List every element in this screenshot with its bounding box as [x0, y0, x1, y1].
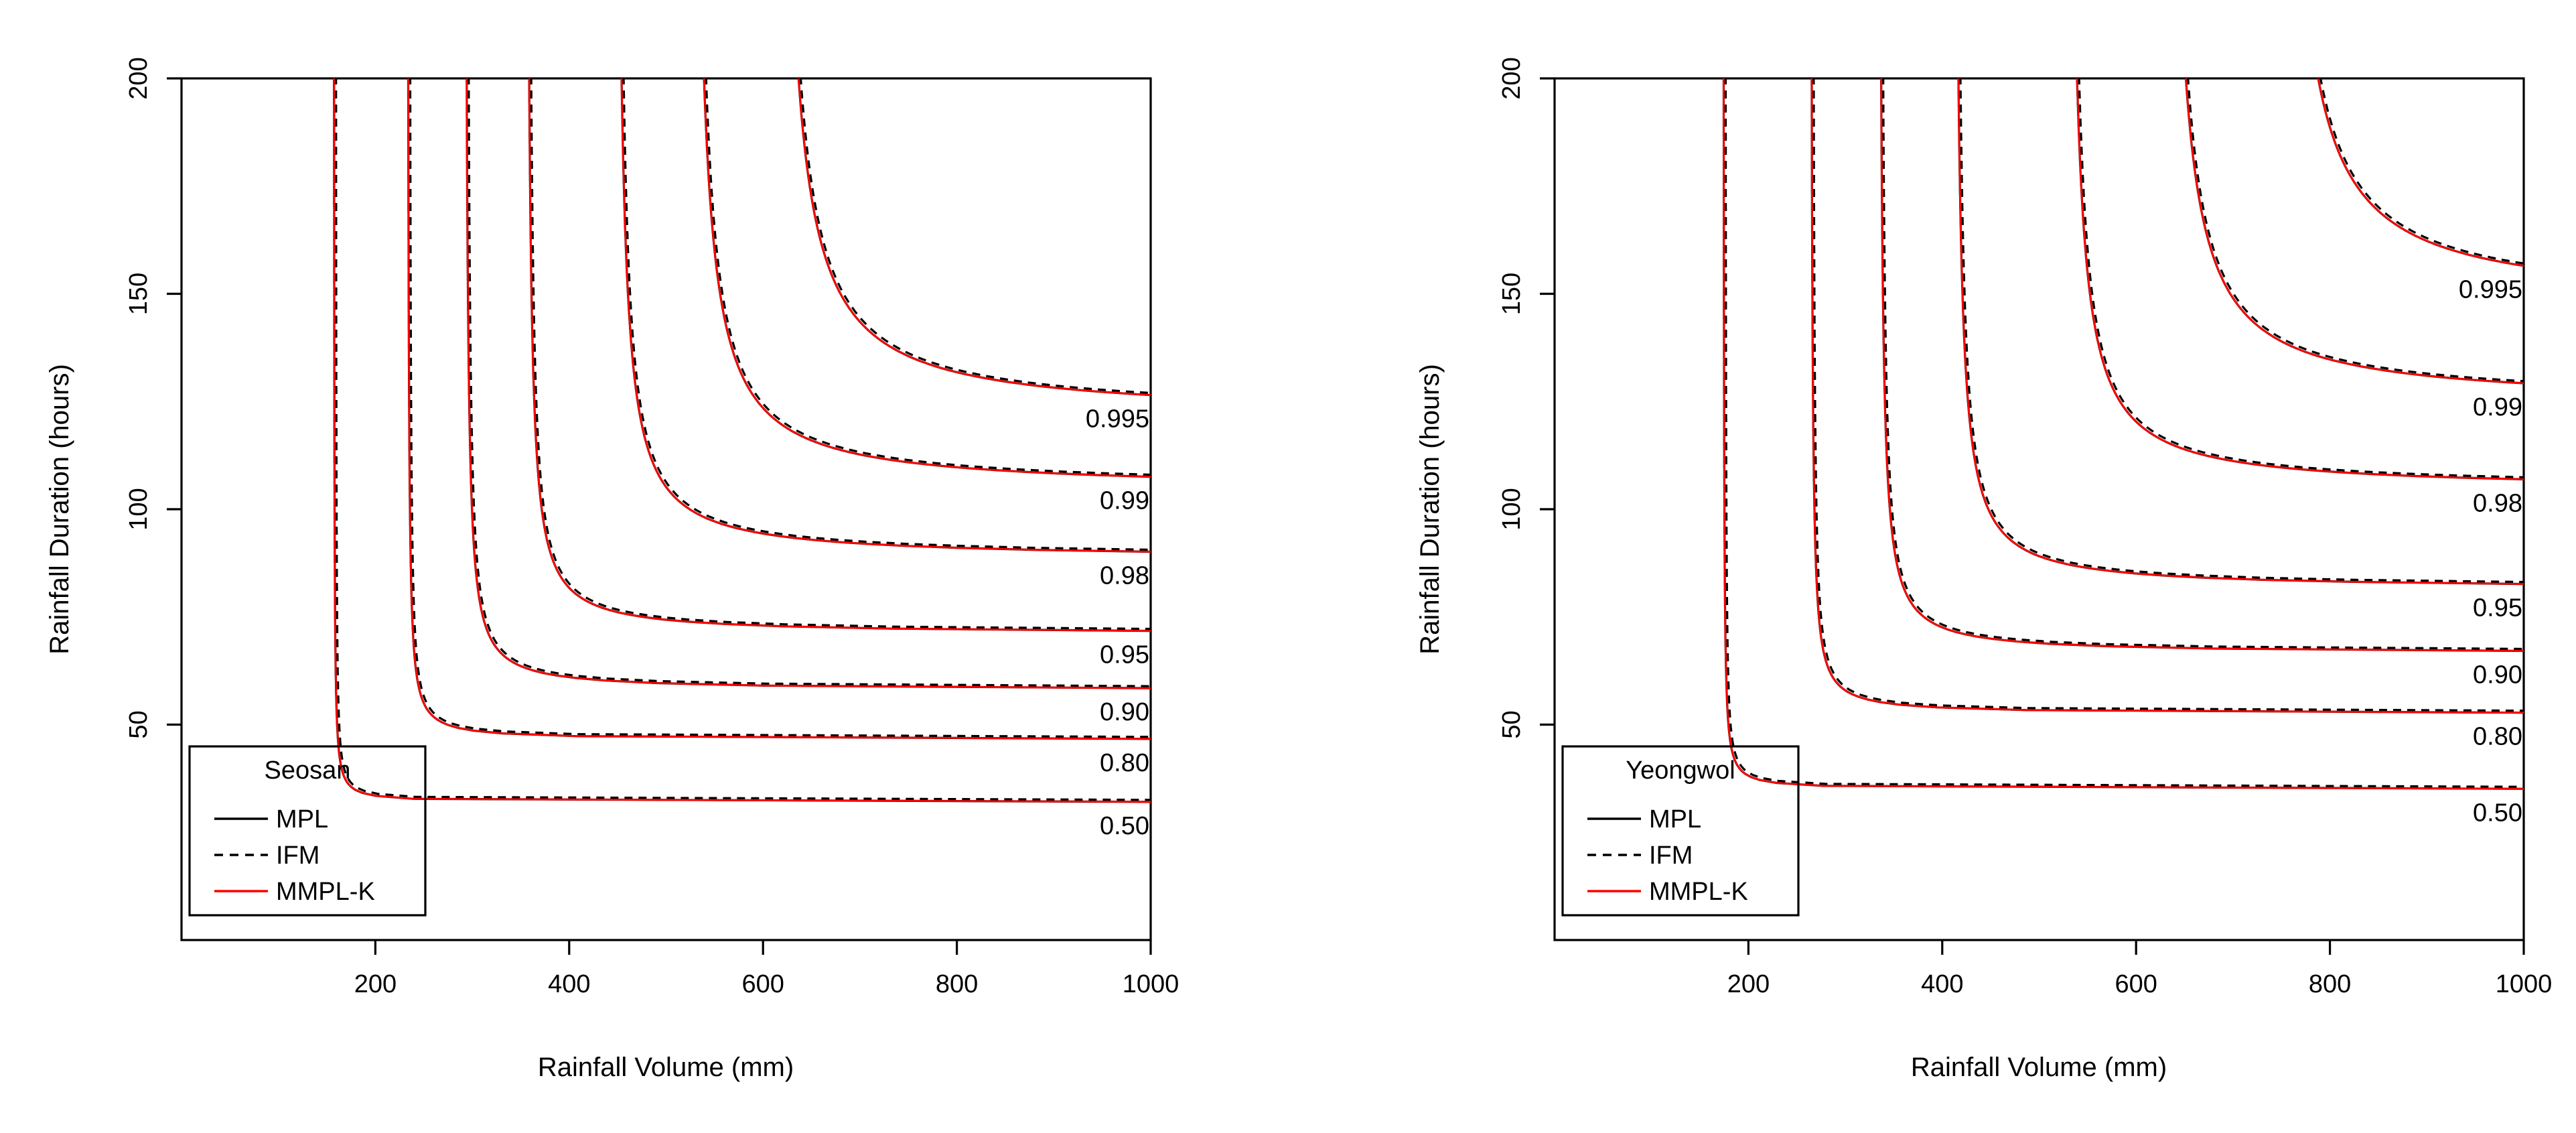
y-tick-label: 50: [125, 710, 153, 738]
contour-label-0-98: 0.98: [1100, 561, 1149, 590]
x-tick-label: 200: [354, 970, 397, 998]
x-tick-label: 400: [1921, 970, 1963, 998]
contour-label-0-98: 0.98: [2473, 489, 2522, 517]
legend: Yeongwol MPL IFM MMPL-K: [1561, 745, 1800, 917]
x-axis-ticks: 200 400 600 800 1000: [1727, 940, 2553, 998]
curve-ifm-0-90: [468, 78, 1151, 687]
y-axis-ticks: 50 100 150 200: [1498, 57, 1555, 739]
contour-label-0-95: 0.95: [2473, 594, 2522, 622]
curve-ifm-0-80: [409, 78, 1151, 738]
contour-label-0-50: 0.50: [1100, 812, 1149, 840]
contour-curves: [333, 78, 1151, 803]
x-axis-title: Rainfall Volume (mm): [1911, 1053, 2167, 1082]
contour-labels: 0.50 0.80 0.90 0.95 0.98 0.99 0.995: [2459, 276, 2522, 827]
curve-mmpl-k-0-995: [797, 78, 1151, 397]
y-tick-label: 100: [1498, 488, 1526, 530]
x-axis-title: Rainfall Volume (mm): [538, 1053, 794, 1082]
legend-title: Yeongwol: [1626, 756, 1735, 785]
curve-ifm-0-95: [530, 78, 1151, 630]
x-axis-ticks: 200 400 600 800 1000: [354, 940, 1179, 998]
y-axis-title: Rainfall Duration (hours): [1415, 364, 1445, 655]
curve-mmpl-k-0-90: [466, 78, 1151, 689]
legend-label-mpl: MPL: [276, 805, 328, 834]
curve-mmpl-k-0-98: [2076, 78, 2524, 480]
chart-panel-yeongwol: 0.50 0.80 0.90 0.95 0.98 0.99 0.995 200 400 600 8…: [1415, 57, 2552, 1082]
curve-mmpl-k-0-50: [333, 78, 1151, 803]
contour-labels: 0.50 0.80 0.90 0.95 0.98 0.99 0.995: [1086, 405, 1149, 840]
curve-ifm-0-50: [1724, 78, 2524, 788]
contour-curves: [1722, 78, 2524, 790]
y-tick-label: 200: [1498, 57, 1526, 99]
x-tick-label: 1000: [2496, 970, 2553, 998]
y-axis-title: Rainfall Duration (hours): [45, 364, 74, 655]
curve-mmpl-k-0-50: [1723, 78, 2524, 790]
x-tick-label: 1000: [1123, 970, 1179, 998]
y-tick-label: 150: [1498, 273, 1526, 315]
curve-mmpl-k-0-995: [2317, 78, 2524, 267]
curve-ifm-0-99: [2187, 78, 2524, 383]
curve-ifm-0-99: [705, 78, 1151, 476]
curve-mmpl-k-0-95: [528, 78, 1151, 632]
legend: Seosan MPL IFM MMPL-K: [188, 745, 427, 917]
curve-ifm-0-90: [1882, 78, 2524, 651]
x-tick-label: 800: [2309, 970, 2351, 998]
legend-label-ifm: IFM: [1649, 842, 1693, 870]
x-tick-label: 800: [936, 970, 978, 998]
contour-label-0-99: 0.99: [1100, 487, 1149, 515]
curve-mmpl-k-0-80: [407, 78, 1151, 740]
curve-ifm-0-98: [622, 78, 1151, 551]
y-axis-ticks: 50 100 150 200: [125, 57, 182, 739]
chart-panel-seosan: 0.50 0.80 0.90 0.95 0.98 0.99 0.995 200 400 600 8…: [45, 57, 1179, 1082]
x-tick-label: 600: [741, 970, 784, 998]
curve-mmpl-k-0-95: [1957, 78, 2524, 585]
contour-label-0-90: 0.90: [2473, 661, 2522, 689]
contour-label-0-80: 0.80: [1100, 749, 1149, 777]
curve-ifm-0-995: [799, 78, 1151, 395]
curve-mmpl-k-0-99: [2185, 78, 2524, 385]
y-tick-label: 100: [125, 488, 153, 530]
contour-label-0-99: 0.99: [2473, 393, 2522, 421]
contour-label-0-95: 0.95: [1100, 641, 1149, 669]
x-tick-label: 600: [2115, 970, 2157, 998]
curve-ifm-0-80: [1812, 78, 2524, 712]
curve-mmpl-k-0-98: [620, 78, 1151, 553]
contour-label-0-995: 0.995: [1086, 405, 1149, 434]
curve-mmpl-k-0-80: [1810, 78, 2524, 714]
contour-label-0-995: 0.995: [2459, 276, 2522, 304]
legend-label-mpl: MPL: [1649, 805, 1701, 834]
legend-box: [188, 745, 427, 917]
x-tick-label: 400: [548, 970, 590, 998]
curve-ifm-0-995: [2319, 78, 2524, 265]
legend-label-ifm: IFM: [276, 842, 319, 870]
contour-label-0-80: 0.80: [2473, 723, 2522, 751]
y-tick-label: 50: [1498, 710, 1526, 738]
contour-label-0-90: 0.90: [1100, 698, 1149, 726]
x-tick-label: 200: [1727, 970, 1770, 998]
y-tick-label: 150: [125, 273, 153, 315]
legend-label-mmpl-k: MMPL-K: [276, 878, 375, 906]
contour-label-0-50: 0.50: [2473, 799, 2522, 827]
y-tick-label: 200: [125, 57, 153, 99]
curve-ifm-0-95: [1959, 78, 2524, 584]
legend-title: Seosan: [265, 756, 351, 785]
legend-box: [1561, 745, 1800, 917]
curve-ifm-0-98: [2078, 78, 2524, 478]
curve-mmpl-k-0-90: [1880, 78, 2524, 652]
legend-label-mmpl-k: MMPL-K: [1649, 878, 1748, 906]
curve-mmpl-k-0-99: [703, 78, 1151, 478]
